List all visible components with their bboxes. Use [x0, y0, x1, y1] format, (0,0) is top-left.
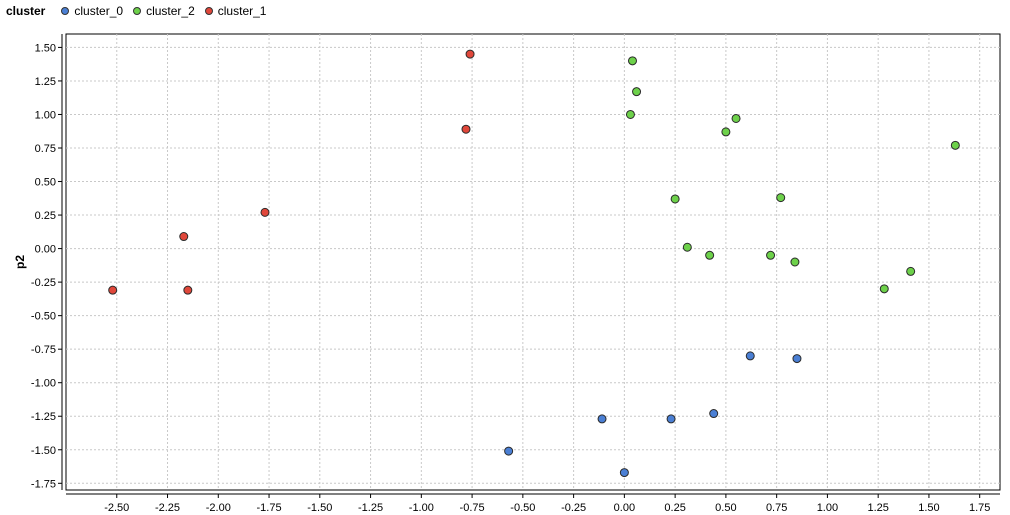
data-point-cluster_0: [709, 409, 719, 419]
data-point-cluster_2: [790, 257, 800, 267]
y-tick-label: 1.00: [35, 109, 56, 121]
data-point-cluster_1: [179, 232, 189, 242]
data-point-cluster_2: [670, 194, 680, 204]
y-tick-label: 0.00: [35, 244, 56, 256]
x-tick-label: -2.50: [104, 502, 129, 514]
y-tick-label: 1.25: [35, 76, 56, 88]
x-tick-label: 0.50: [715, 502, 736, 514]
legend-label-cluster-1: cluster_1: [217, 4, 267, 18]
x-tick-label: 1.00: [817, 502, 838, 514]
x-tick-label: 1.75: [969, 502, 990, 514]
y-tick-label: 0.50: [35, 177, 56, 189]
legend-label-cluster-0: cluster_0: [74, 4, 124, 18]
x-tick-label: 0.75: [766, 502, 787, 514]
data-point-cluster_0: [792, 354, 802, 364]
data-point-cluster_2: [776, 193, 786, 203]
data-point-cluster_1: [461, 124, 471, 134]
data-point-cluster_2: [879, 284, 889, 294]
x-tick-label: -0.25: [561, 502, 586, 514]
data-point-cluster_2: [625, 109, 635, 119]
data-point-cluster_2: [906, 266, 916, 276]
data-point-cluster_1: [183, 285, 193, 295]
x-tick-label: -1.25: [358, 502, 383, 514]
y-tick-label: -0.25: [31, 277, 56, 289]
data-point-cluster_2: [705, 250, 715, 260]
y-axis-title: p2: [13, 255, 27, 269]
data-point-cluster_1: [108, 285, 118, 295]
y-tick-label: -1.50: [31, 445, 56, 457]
legend-item-cluster-1[interactable]: cluster_1: [204, 4, 267, 18]
data-point-cluster_2: [731, 113, 741, 123]
x-tick-label: 1.25: [867, 502, 888, 514]
x-tick-label: 1.50: [918, 502, 939, 514]
x-tick-label: -1.75: [257, 502, 282, 514]
y-tick-label: -0.75: [31, 344, 56, 356]
plot-area: [65, 33, 1001, 491]
x-tick-label: 0.00: [614, 502, 635, 514]
data-point-cluster_0: [504, 446, 514, 456]
legend: cluster cluster_0 cluster_2 cluster_1: [6, 2, 266, 20]
x-tick-label: -1.50: [307, 502, 332, 514]
legend-item-cluster-2[interactable]: cluster_2: [133, 4, 195, 18]
data-point-cluster_2: [632, 87, 642, 97]
data-point-cluster_1: [260, 207, 270, 217]
data-point-cluster_2: [766, 250, 776, 260]
legend-title: cluster: [6, 4, 46, 18]
y-tick-label: -1.00: [31, 378, 56, 390]
y-tick-label: 0.25: [35, 210, 56, 222]
legend-swatch-cluster-2: [133, 7, 142, 15]
legend-swatch-cluster-1: [204, 7, 213, 15]
legend-label-cluster-2: cluster_2: [146, 4, 195, 18]
x-tick-label: -0.75: [460, 502, 485, 514]
x-tick-label: -2.00: [206, 502, 231, 514]
data-point-cluster_2: [627, 56, 637, 66]
y-tick-label: 1.50: [35, 42, 56, 54]
legend-item-cluster-0[interactable]: cluster_0: [61, 4, 123, 18]
x-tick-label: -0.50: [510, 502, 535, 514]
x-tick-label: 0.25: [664, 502, 685, 514]
data-point-cluster_2: [721, 127, 731, 137]
x-tick-label: -1.00: [409, 502, 434, 514]
data-point-cluster_0: [597, 414, 607, 424]
data-point-cluster_0: [666, 414, 676, 424]
legend-swatch-cluster-0: [61, 7, 70, 15]
data-point-cluster_0: [619, 468, 629, 478]
x-tick-label: -2.25: [155, 502, 180, 514]
data-point-cluster_0: [745, 351, 755, 361]
y-tick-label: 0.75: [35, 143, 56, 155]
y-tick-label: -1.25: [31, 411, 56, 423]
data-point-cluster_1: [465, 49, 475, 59]
data-point-cluster_2: [682, 242, 692, 252]
y-tick-label: -1.75: [31, 478, 56, 490]
y-tick-label: -0.50: [31, 311, 56, 323]
data-point-cluster_2: [950, 140, 960, 150]
